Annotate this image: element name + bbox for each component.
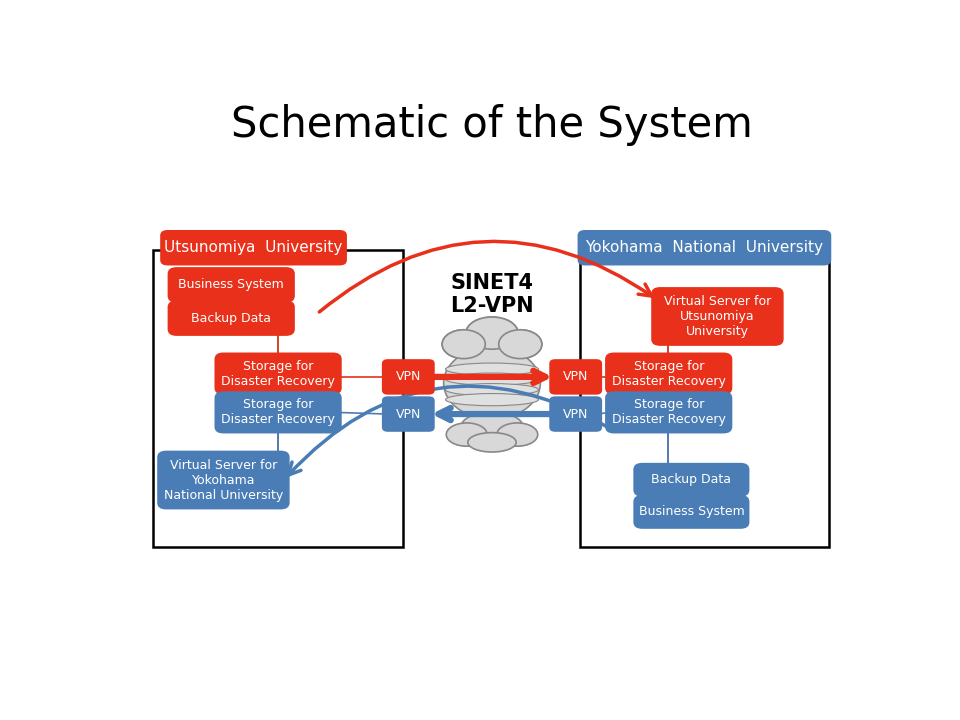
Text: VPN: VPN	[563, 408, 588, 420]
Text: VPN: VPN	[563, 370, 588, 384]
Ellipse shape	[466, 317, 518, 349]
Ellipse shape	[444, 347, 540, 419]
Ellipse shape	[466, 317, 518, 349]
Ellipse shape	[445, 384, 539, 396]
Text: Business System: Business System	[638, 505, 744, 518]
Text: VPN: VPN	[396, 370, 421, 384]
FancyBboxPatch shape	[578, 230, 831, 266]
Text: Utsunomiya  University: Utsunomiya University	[164, 240, 343, 255]
Ellipse shape	[462, 413, 522, 439]
Ellipse shape	[498, 330, 541, 359]
Ellipse shape	[497, 423, 538, 446]
FancyBboxPatch shape	[382, 396, 435, 432]
Text: Storage for
Disaster Recovery: Storage for Disaster Recovery	[221, 359, 335, 387]
Ellipse shape	[468, 433, 516, 452]
Text: Yokohama  National  University: Yokohama National University	[586, 240, 824, 255]
Ellipse shape	[445, 373, 539, 385]
Ellipse shape	[443, 330, 486, 359]
Ellipse shape	[446, 423, 487, 446]
FancyBboxPatch shape	[605, 391, 732, 433]
Ellipse shape	[445, 394, 539, 406]
Text: Backup Data: Backup Data	[191, 312, 272, 325]
FancyBboxPatch shape	[549, 359, 602, 395]
Ellipse shape	[443, 330, 486, 359]
FancyBboxPatch shape	[168, 300, 295, 336]
FancyBboxPatch shape	[634, 495, 750, 528]
FancyBboxPatch shape	[382, 359, 435, 395]
Text: Virtual Server for
Yokohama
National University: Virtual Server for Yokohama National Uni…	[164, 459, 283, 502]
Text: Business System: Business System	[179, 279, 284, 292]
Text: SINET4
L2-VPN: SINET4 L2-VPN	[450, 273, 534, 316]
FancyBboxPatch shape	[160, 230, 347, 266]
Text: Storage for
Disaster Recovery: Storage for Disaster Recovery	[612, 398, 726, 426]
FancyBboxPatch shape	[168, 267, 295, 302]
FancyBboxPatch shape	[214, 353, 342, 395]
Text: Storage for
Disaster Recovery: Storage for Disaster Recovery	[221, 398, 335, 426]
Text: Backup Data: Backup Data	[652, 473, 732, 486]
FancyBboxPatch shape	[605, 353, 732, 395]
Text: Storage for
Disaster Recovery: Storage for Disaster Recovery	[612, 359, 726, 387]
FancyBboxPatch shape	[214, 391, 342, 433]
Ellipse shape	[498, 330, 541, 359]
Text: VPN: VPN	[396, 408, 421, 420]
FancyBboxPatch shape	[580, 250, 829, 546]
FancyBboxPatch shape	[549, 396, 602, 432]
FancyBboxPatch shape	[634, 463, 750, 497]
FancyBboxPatch shape	[157, 451, 290, 510]
Ellipse shape	[445, 363, 539, 375]
FancyBboxPatch shape	[154, 250, 403, 546]
Text: Virtual Server for
Utsunomiya
University: Virtual Server for Utsunomiya University	[663, 295, 771, 338]
FancyBboxPatch shape	[651, 287, 783, 346]
Text: Schematic of the System: Schematic of the System	[231, 104, 753, 146]
